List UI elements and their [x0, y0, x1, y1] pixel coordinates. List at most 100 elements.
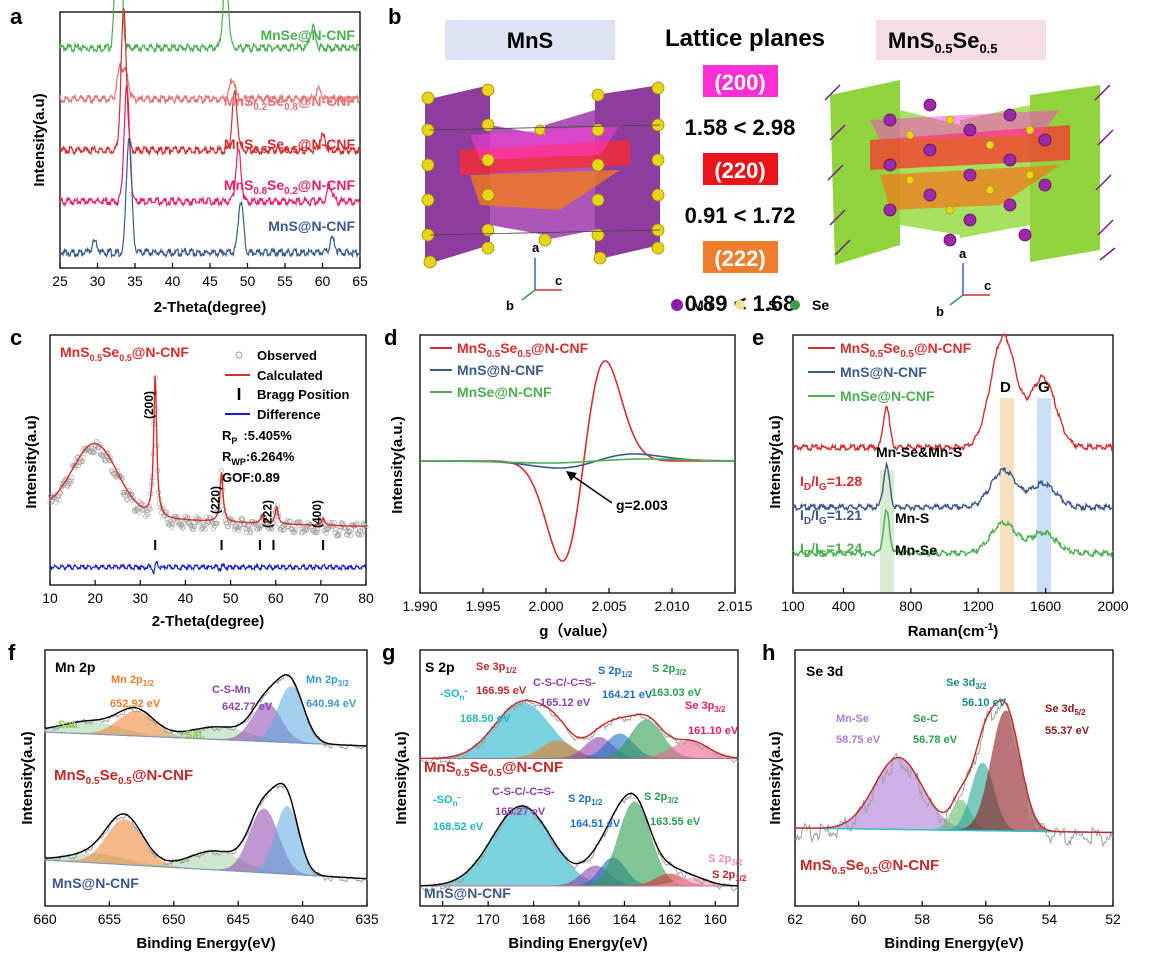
top-component-label-3: S 2p1/2 — [598, 665, 633, 679]
x-tick-label: 1.995 — [465, 598, 500, 614]
plane-box-0 — [703, 65, 778, 97]
panel-d-series — [420, 360, 735, 562]
series-label-1: MnS0.2Se0.8@N-CNF — [224, 93, 356, 113]
plane-box-2 — [703, 241, 778, 273]
panel-g-xticks: 172 170 168 166 164 162 160 — [431, 901, 727, 927]
x-tick-label: 166 — [567, 911, 591, 927]
x-tick-label: 164 — [613, 911, 637, 927]
x-tick-label: 50 — [240, 273, 256, 289]
observed-point — [133, 506, 139, 512]
fit-component — [420, 877, 739, 887]
x-tick-label: 45 — [202, 273, 218, 289]
envelope-spectrum — [44, 782, 367, 880]
panel-h-ylabel: Intensity(a.u) — [767, 731, 784, 824]
panel-label-f: f — [8, 640, 16, 665]
observed-point — [77, 459, 83, 465]
x-tick-label: 20 — [87, 590, 103, 606]
sat-label-1: Sat. — [58, 719, 78, 731]
panel-a-xticks: 25 30 35 40 45 50 55 60 65 — [52, 263, 368, 289]
top-component-value-2: 165.12 eV — [540, 697, 591, 709]
calculated-line — [49, 376, 366, 527]
observed-point — [356, 532, 362, 538]
observed-point — [100, 453, 106, 459]
observed-point — [345, 529, 351, 535]
panel-d-legend: MnS0.5Se0.5@N-CNF MnS@N-CNF MnSe@N-CNF — [430, 340, 589, 400]
mnsse-axis-a: a — [959, 246, 967, 261]
legend-observed: Observed — [257, 348, 317, 363]
observed-point — [180, 524, 186, 530]
observed-point — [266, 526, 272, 532]
g-annotation-arrow — [569, 473, 613, 504]
x-tick-label: 400 — [832, 598, 856, 614]
raman-line-1 — [792, 461, 1114, 512]
mnsse-crystal-image — [824, 80, 1116, 265]
bottom-component-label-3: S 2p3/2 — [644, 791, 679, 805]
observed-point — [177, 521, 183, 527]
panel-g-title: S 2p — [425, 659, 455, 675]
observed-point — [225, 523, 231, 529]
csmn-value: 642.77 eV — [222, 701, 273, 713]
panel-label-h: h — [762, 640, 775, 665]
peak-label-0: (200) — [142, 391, 156, 419]
mns-axis-b: b — [506, 298, 514, 313]
fit-component — [420, 740, 739, 759]
panel-d-frame — [419, 334, 736, 594]
x-tick-label: 2.015 — [717, 598, 752, 614]
legend-label-1: MnS@N-CNF — [840, 364, 927, 380]
g-value-annotation: g=2.003 — [616, 497, 668, 513]
observed-point — [56, 497, 62, 503]
observed-point — [284, 518, 290, 524]
panel-d-xticks: 1.990 1.995 2.000 2.005 2.010 2.015 — [402, 588, 753, 614]
x-tick-label: 1.990 — [402, 598, 437, 614]
observed-point — [348, 533, 354, 539]
observed-point — [257, 525, 263, 531]
x-tick-label: 172 — [431, 911, 455, 927]
bottom-component-value-3: 163.55 eV — [650, 816, 701, 828]
observed-point — [344, 532, 350, 538]
observed-point — [69, 475, 75, 481]
observed-point — [236, 527, 242, 533]
top-component-value-0: 168.50 eV — [460, 713, 511, 725]
mns-axis-c: c — [555, 273, 562, 288]
observed-point — [339, 522, 345, 528]
x-tick-label: 40 — [165, 273, 181, 289]
x-tick-label: 645 — [227, 911, 251, 927]
top-component-label-5: Se 3p3/2 — [685, 700, 726, 714]
x-tick-label: 65 — [352, 273, 368, 289]
observed-point — [258, 523, 264, 529]
bottom-component-label-4: S 2p3/2 — [708, 853, 743, 867]
top-component-value-5: 161.10 eV — [688, 725, 739, 737]
sec-value: 56.78 eV — [913, 734, 958, 746]
observed-point — [352, 526, 358, 532]
mnsse-axis-b: b — [936, 304, 944, 319]
observed-point — [280, 527, 286, 533]
observed-point — [323, 530, 329, 536]
x-tick-label: 1600 — [1030, 598, 1061, 614]
x-tick-label: 56 — [978, 911, 994, 927]
panel-g-xlabel: Binding Energy(eV) — [508, 935, 647, 952]
x-tick-label: 60 — [851, 911, 867, 927]
id-ig-ratio-2: ID/IG=1.24 — [800, 540, 862, 560]
d-band-highlight — [1000, 398, 1014, 592]
plane-hkl-1: (220) — [714, 158, 765, 183]
top-component-value-1: 166.95 eV — [476, 685, 527, 697]
mn2p12-label: Mn 2p1/2 — [111, 674, 154, 688]
x-tick-label: 640 — [291, 911, 315, 927]
observed-point — [359, 529, 365, 535]
panel-a-series — [59, 0, 361, 259]
x-tick-label: 58 — [914, 911, 930, 927]
observed-point — [134, 508, 140, 514]
observed-point — [174, 514, 180, 520]
x-tick-label: 2.010 — [654, 598, 689, 614]
x-tick-label: 800 — [899, 598, 923, 614]
xrd-line-0 — [59, 0, 361, 54]
top-component-label-1: Se 3p1/2 — [476, 661, 517, 675]
id-ig-ratio-0: ID/IG=1.28 — [800, 473, 862, 493]
rp-value: RP:5.405% — [222, 428, 292, 446]
sat-label-2: Sat. — [185, 729, 205, 741]
panel-e-frame — [792, 334, 1114, 594]
x-tick-label: 35 — [127, 273, 143, 289]
envelope-spectrum — [420, 792, 739, 887]
observed-point — [47, 500, 53, 506]
